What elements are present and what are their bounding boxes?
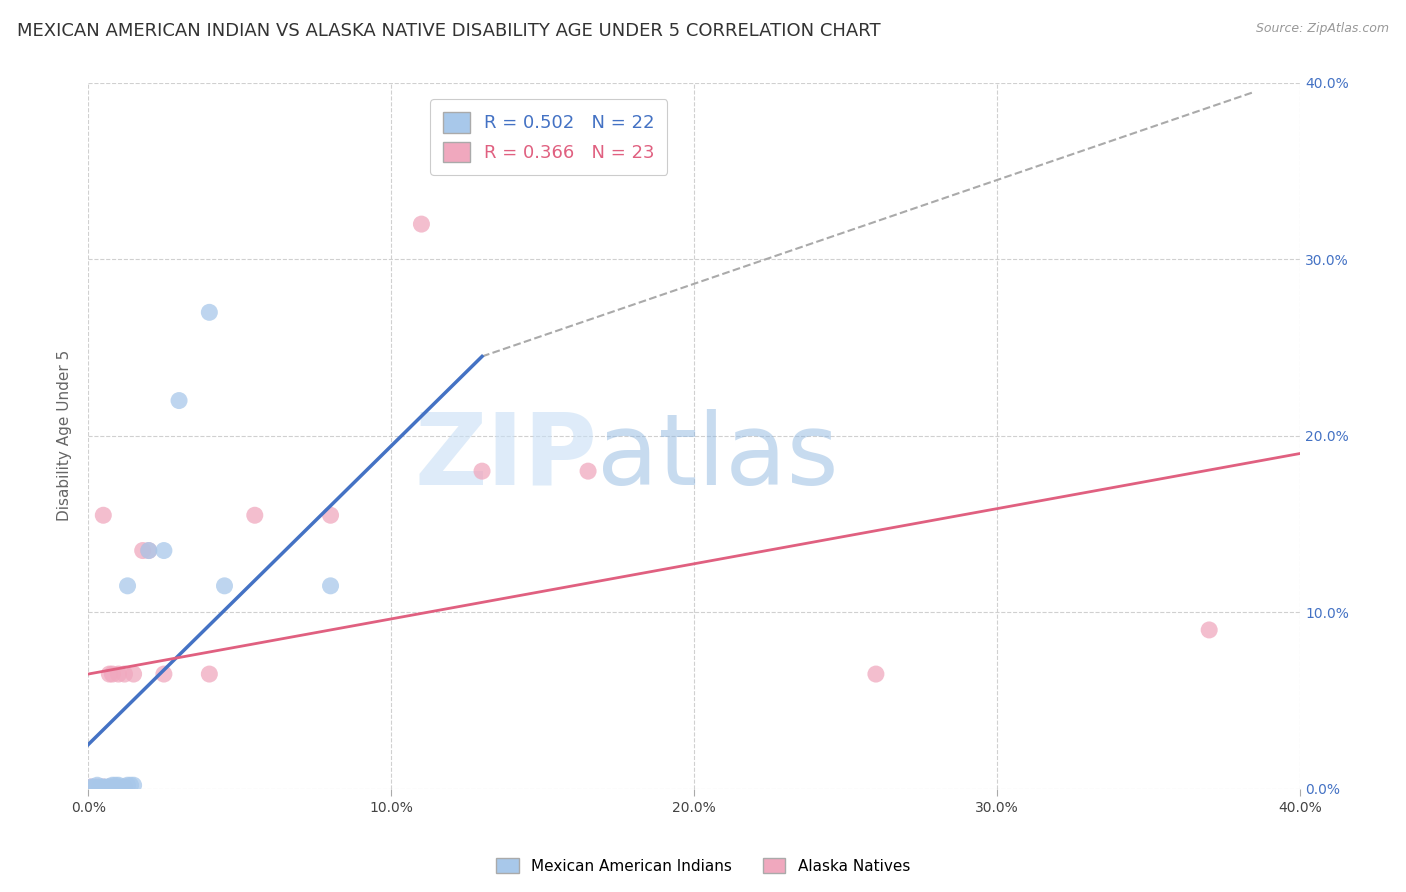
- Point: [114, 780, 136, 794]
- Point: [865, 667, 887, 681]
- Point: [96, 780, 118, 794]
- Point: [101, 667, 124, 681]
- Point: [104, 778, 127, 792]
- Point: [131, 543, 153, 558]
- Point: [319, 579, 342, 593]
- Point: [122, 667, 145, 681]
- Point: [243, 508, 266, 523]
- Point: [120, 778, 142, 792]
- Point: [117, 778, 139, 792]
- Point: [110, 780, 132, 794]
- Point: [114, 667, 136, 681]
- Text: atlas: atlas: [598, 409, 839, 506]
- Point: [89, 780, 111, 794]
- Point: [91, 780, 114, 794]
- Point: [80, 780, 103, 794]
- Point: [198, 667, 221, 681]
- Point: [198, 305, 221, 319]
- Point: [117, 579, 139, 593]
- Point: [98, 780, 121, 794]
- Point: [80, 780, 103, 794]
- Point: [83, 780, 105, 794]
- Point: [411, 217, 433, 231]
- Point: [471, 464, 494, 478]
- Point: [167, 393, 190, 408]
- Point: [86, 780, 108, 794]
- Point: [104, 780, 127, 794]
- Point: [138, 543, 160, 558]
- Point: [86, 778, 108, 792]
- Point: [153, 543, 176, 558]
- Legend: Mexican American Indians, Alaska Natives: Mexican American Indians, Alaska Natives: [489, 852, 917, 880]
- Legend: R = 0.502   N = 22, R = 0.366   N = 23: R = 0.502 N = 22, R = 0.366 N = 23: [430, 99, 668, 175]
- Point: [107, 667, 129, 681]
- Point: [101, 778, 124, 792]
- Point: [98, 667, 121, 681]
- Point: [91, 780, 114, 794]
- Point: [1198, 623, 1220, 637]
- Text: ZIP: ZIP: [415, 409, 598, 506]
- Point: [91, 508, 114, 523]
- Point: [576, 464, 599, 478]
- Point: [114, 780, 136, 794]
- Y-axis label: Disability Age Under 5: Disability Age Under 5: [58, 351, 72, 522]
- Text: Source: ZipAtlas.com: Source: ZipAtlas.com: [1256, 22, 1389, 36]
- Point: [107, 778, 129, 792]
- Point: [319, 508, 342, 523]
- Point: [214, 579, 236, 593]
- Point: [153, 667, 176, 681]
- Point: [122, 778, 145, 792]
- Point: [138, 543, 160, 558]
- Point: [98, 780, 121, 794]
- Text: MEXICAN AMERICAN INDIAN VS ALASKA NATIVE DISABILITY AGE UNDER 5 CORRELATION CHAR: MEXICAN AMERICAN INDIAN VS ALASKA NATIVE…: [17, 22, 880, 40]
